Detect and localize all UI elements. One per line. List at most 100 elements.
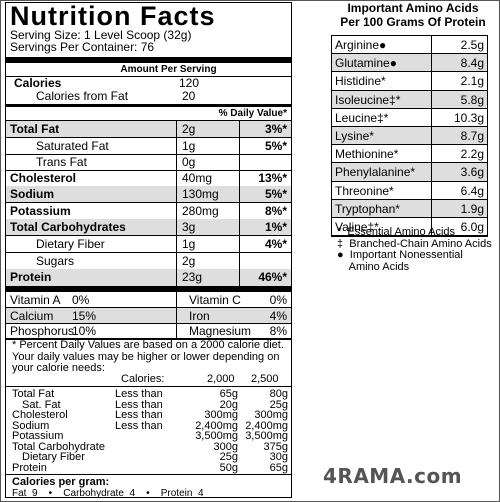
ref-nutrient: Protein — [12, 461, 47, 474]
amino-name: Threonine* — [335, 183, 394, 198]
amino-row: Valine‡* 6.0g — [332, 218, 487, 237]
ref-2500-value: 3,500mg — [245, 430, 288, 442]
nutrient-amount: 280mg — [182, 204, 219, 218]
nutrient-amount: 40mg — [182, 171, 213, 185]
row-divider — [6, 322, 291, 324]
legend-item: ● Important Nonessential — [337, 249, 463, 261]
row-divider — [6, 202, 291, 203]
nutrient-name: Cholesterol — [10, 171, 77, 185]
amino-value: 5.8g — [460, 92, 484, 107]
amino-row: Lysine* 8.7g — [332, 126, 487, 146]
amino-value: 2.1g — [460, 74, 484, 89]
ref-qualifier: Less than — [115, 388, 163, 400]
nutrition-facts-title: Nutrition Facts — [10, 1, 216, 31]
calories-value: 120 — [179, 76, 200, 90]
ref-2000-value: 65g — [219, 388, 238, 400]
servings-per-container: Servings Per Container: 76 — [10, 40, 155, 54]
row-divider — [6, 137, 291, 138]
amino-legend: * Essential Amino Acids ‡ Branched-Chain … — [337, 226, 497, 273]
nutrient-name: Total Carbohydrates — [10, 220, 126, 234]
ref-2000-value: 50g — [219, 461, 238, 474]
ref-nutrient: Total Carbohydrate — [12, 440, 105, 453]
amino-row: Leucine‡* 10.3g — [332, 109, 487, 127]
amino-value: 6.0g — [460, 219, 484, 234]
amino-value: 6.4g — [460, 183, 484, 198]
row-divider — [6, 235, 291, 236]
amino-name: Methionine* — [335, 147, 399, 162]
nutrient-daily-value: 4%* — [264, 237, 287, 251]
vitamin-value: 4% — [269, 308, 287, 323]
amino-title-line2: Per 100 Grams Of Protein — [340, 15, 486, 29]
ref-2500-value: 300mg — [254, 409, 288, 421]
vitamin-name: Vitamin A — [10, 293, 61, 307]
nutrient-amount: 23g — [182, 270, 203, 284]
medium-divider — [6, 104, 291, 107]
vitamin-name: Magnesium — [189, 324, 252, 338]
ref-nutrient: Potassium — [12, 430, 64, 442]
amino-name: Valine‡* — [335, 219, 379, 234]
amino-title-line1: Important Amino Acids — [347, 1, 479, 15]
nutrient-name: Saturated Fat — [36, 139, 109, 153]
amino-name: Leucine‡* — [335, 110, 389, 125]
nutrient-name: Sodium — [10, 187, 54, 201]
calories-per-gram: Fat 9 • Carbohydrate 4 • Protein 4 — [12, 488, 204, 499]
ref-qualifier: Less than — [115, 409, 163, 421]
nutrient-daily-value: 1%* — [264, 220, 287, 234]
ref-2500-value: 25g — [269, 398, 288, 411]
amino-value: 2.5g — [460, 38, 484, 52]
vitamin-name: Calcium — [10, 308, 54, 323]
amino-row: Arginine● 2.5g — [332, 36, 487, 55]
serving-size: Serving Size: 1 Level Scoop (32g) — [10, 28, 192, 42]
column-divider — [176, 121, 177, 286]
divider — [6, 386, 291, 387]
amino-row: Glutamine● 8.4g — [332, 54, 487, 73]
nutrient-amount: 2g — [182, 254, 196, 268]
ref-nutrient: Total Fat — [12, 388, 55, 400]
nutrient-name: Protein — [10, 270, 52, 284]
nutrient-daily-value: 5%* — [264, 187, 287, 201]
divider — [6, 76, 291, 77]
row-divider — [6, 154, 291, 155]
footnote: * Percent Daily Values are based on a 20… — [12, 339, 284, 374]
row-shading — [6, 121, 291, 137]
ref-2500-value: 30g — [269, 451, 288, 463]
ref-2000-value: 300mg — [204, 409, 238, 421]
nutrition-facts-panel: Nutrition Facts Serving Size: 1 Level Sc… — [5, 1, 292, 499]
row-shading — [6, 307, 291, 323]
calories-label: Calories — [14, 76, 62, 90]
nutrient-name: Dietary Fiber — [36, 237, 105, 251]
row-shading — [6, 219, 291, 235]
ref-qualifier: Less than — [115, 398, 163, 411]
nutrient-name: Total Fat — [10, 122, 60, 136]
row-divider — [6, 252, 291, 253]
amino-value: 1.9g — [460, 201, 484, 216]
ref-qualifier: Less than — [115, 419, 163, 432]
column-divider — [431, 36, 432, 237]
nutrient-daily-value: 46%* — [258, 270, 287, 284]
thick-divider-2 — [6, 286, 291, 292]
nutrient-daily-value: 13%* — [258, 171, 287, 185]
nutrient-name: Trans Fat — [36, 155, 87, 169]
amino-row: Threonine* 6.4g — [332, 182, 487, 200]
row-divider — [6, 170, 291, 171]
ref-2500-value: 375g — [263, 440, 288, 453]
nutrient-amount: 2g — [182, 122, 196, 136]
ref-2000-value: 2,400mg — [195, 419, 238, 432]
amino-row: Phenylalanine* 3.6g — [332, 163, 487, 182]
vitamin-value: 10% — [72, 324, 97, 338]
amino-value: 3.6g — [460, 165, 484, 180]
amino-title: Important Amino Acids Per 100 Grams Of P… — [318, 1, 500, 29]
vitamin-name: Iron — [189, 308, 210, 323]
calories-per-gram-label: Calories per gram: — [12, 476, 110, 488]
ref-2000-value: 25g — [219, 451, 238, 463]
vitamin-value: 0% — [72, 293, 90, 307]
legend-item: * Essential Amino Acids — [337, 226, 456, 238]
ref-2500-value: 2,400mg — [245, 419, 288, 432]
vitamin-value: 15% — [72, 308, 97, 323]
amino-row: Methionine* 2.2g — [332, 145, 487, 164]
ref-nutrient: Sat. Fat — [22, 398, 61, 411]
amino-value: 2.2g — [460, 147, 484, 162]
vitamin-name: Phosphorus — [10, 324, 75, 338]
amino-row: Histidine* 2.1g — [332, 72, 487, 91]
nutrient-daily-value: 5%* — [264, 139, 287, 153]
